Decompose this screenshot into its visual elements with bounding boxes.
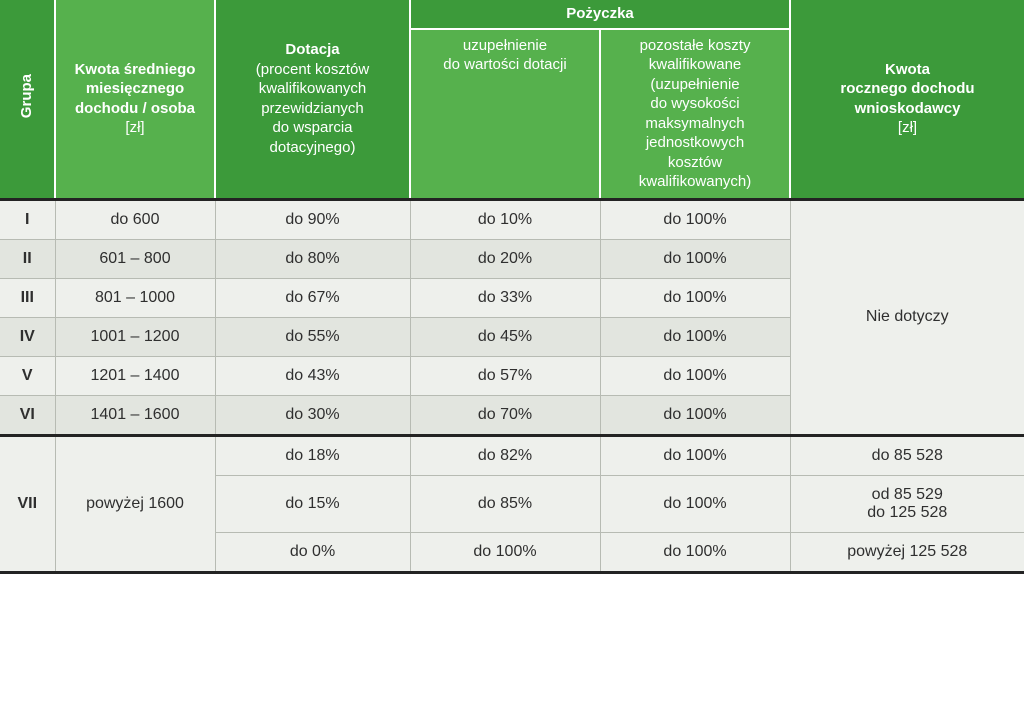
cell-poz1: do 70%	[410, 395, 600, 435]
cell-group: VII	[0, 435, 55, 572]
cell-kwota: do 85 528	[790, 435, 1024, 475]
cell-income: 601 – 800	[55, 239, 215, 278]
hdr-dochod: Kwota średniegomiesięcznegodochodu / oso…	[55, 0, 215, 199]
cell-poz2: do 100%	[600, 278, 790, 317]
cell-group: IV	[0, 317, 55, 356]
cell-poz2: do 100%	[600, 532, 790, 572]
cell-group: VI	[0, 395, 55, 435]
funding-table: GrupaKwota średniegomiesięcznegodochodu …	[0, 0, 1024, 574]
cell-kwota: od 85 529do 125 528	[790, 475, 1024, 532]
hdr-grupa: Grupa	[0, 0, 55, 199]
cell-income: do 600	[55, 199, 215, 239]
cell-dotacja: do 43%	[215, 356, 410, 395]
cell-income: 1401 – 1600	[55, 395, 215, 435]
cell-group: V	[0, 356, 55, 395]
cell-dotacja: do 0%	[215, 532, 410, 572]
cell-dotacja: do 15%	[215, 475, 410, 532]
cell-dotacja: do 80%	[215, 239, 410, 278]
cell-poz1: do 57%	[410, 356, 600, 395]
cell-kwota: powyżej 125 528	[790, 532, 1024, 572]
cell-dotacja: do 55%	[215, 317, 410, 356]
cell-group: I	[0, 199, 55, 239]
hdr-pozyczka: Pożyczka	[410, 0, 790, 29]
cell-poz1: do 100%	[410, 532, 600, 572]
cell-poz1: do 10%	[410, 199, 600, 239]
cell-poz1: do 33%	[410, 278, 600, 317]
cell-income: powyżej 1600	[55, 435, 215, 572]
cell-poz2: do 100%	[600, 395, 790, 435]
cell-dotacja: do 30%	[215, 395, 410, 435]
cell-dotacja: do 90%	[215, 199, 410, 239]
cell-income: 801 – 1000	[55, 278, 215, 317]
cell-dotacja: do 67%	[215, 278, 410, 317]
cell-group: II	[0, 239, 55, 278]
table: GrupaKwota średniegomiesięcznegodochodu …	[0, 0, 1024, 574]
cell-poz1: do 82%	[410, 435, 600, 475]
hdr-kwota: Kwotarocznego dochoduwnioskodawcy[zł]	[790, 0, 1024, 199]
cell-poz2: do 100%	[600, 475, 790, 532]
cell-dotacja: do 18%	[215, 435, 410, 475]
cell-nie-dotyczy: Nie dotyczy	[790, 199, 1024, 435]
hdr-poz1: uzupełnieniedo wartości dotacji	[410, 29, 600, 200]
cell-poz1: do 85%	[410, 475, 600, 532]
hdr-poz2: pozostałe kosztykwalifikowane(uzupełnien…	[600, 29, 790, 200]
cell-poz1: do 45%	[410, 317, 600, 356]
cell-group: III	[0, 278, 55, 317]
hdr-dotacja: Dotacja(procent kosztówkwalifikowanychpr…	[215, 0, 410, 199]
cell-poz2: do 100%	[600, 199, 790, 239]
cell-poz2: do 100%	[600, 356, 790, 395]
cell-income: 1001 – 1200	[55, 317, 215, 356]
cell-income: 1201 – 1400	[55, 356, 215, 395]
cell-poz2: do 100%	[600, 435, 790, 475]
cell-poz2: do 100%	[600, 317, 790, 356]
cell-poz2: do 100%	[600, 239, 790, 278]
cell-poz1: do 20%	[410, 239, 600, 278]
